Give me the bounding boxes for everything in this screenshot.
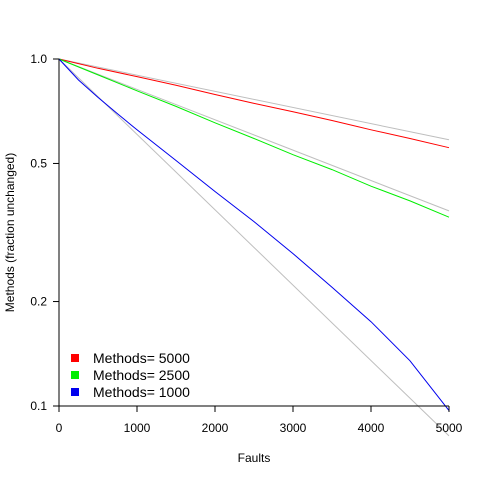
legend-label: Methods= 1000 (93, 384, 190, 400)
series-line (58, 58, 450, 411)
y-tick-label: 0.1 (30, 399, 47, 413)
x-tick-label: 1000 (124, 421, 151, 435)
x-tick-label: 2000 (202, 421, 229, 435)
y-tick-label: 1.0 (30, 52, 47, 66)
legend-swatch (71, 371, 79, 379)
legend-label: Methods= 2500 (93, 367, 190, 383)
reference-line (58, 58, 450, 212)
y-ticks: 0.1 0.2 0.5 1.0 (30, 52, 59, 413)
plot-lines (58, 58, 450, 437)
x-tick-label: 5000 (436, 421, 463, 435)
legend-swatch (71, 354, 79, 362)
legend-label: Methods= 5000 (93, 350, 190, 366)
x-tick-label: 3000 (280, 421, 307, 435)
series-line (58, 58, 450, 218)
x-tick-label: 4000 (358, 421, 385, 435)
y-axis-title: Methods (fraction unchanged) (3, 153, 17, 312)
reference-line (58, 58, 450, 437)
legend-swatch (71, 388, 79, 396)
x-axis-title: Faults (238, 451, 271, 465)
y-tick-label: 0.2 (30, 295, 47, 309)
y-tick-label: 0.5 (30, 156, 47, 170)
x-ticks: 0 1000 2000 3000 4000 5000 (56, 406, 463, 435)
series-line (58, 58, 450, 149)
x-tick-label: 0 (56, 421, 63, 435)
reference-line (58, 58, 450, 141)
axes: 0 1000 2000 3000 4000 5000 0.1 0.2 0.5 1.0 (30, 52, 462, 435)
